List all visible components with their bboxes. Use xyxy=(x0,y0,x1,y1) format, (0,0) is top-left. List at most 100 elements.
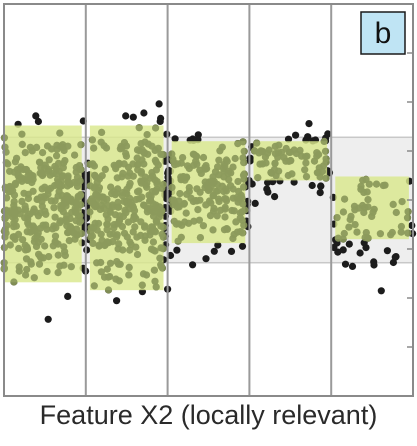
data-point-in-segment xyxy=(13,154,21,162)
data-point-in-segment xyxy=(49,242,57,250)
data-point xyxy=(339,246,347,254)
data-point xyxy=(44,315,52,323)
data-point-in-segment xyxy=(151,277,159,285)
data-point-in-segment xyxy=(287,157,295,165)
data-point-in-segment xyxy=(265,146,273,154)
data-point-in-segment xyxy=(96,205,104,213)
data-point-in-segment xyxy=(140,201,148,209)
data-point-in-segment xyxy=(139,270,148,278)
data-point-in-segment xyxy=(132,243,140,251)
data-point xyxy=(173,246,181,254)
data-point-in-segment xyxy=(101,165,109,173)
data-point xyxy=(341,260,350,268)
data-point-in-segment xyxy=(322,174,330,182)
data-point-in-segment xyxy=(148,223,156,231)
data-point-in-segment xyxy=(70,178,78,186)
data-point-in-segment xyxy=(107,183,115,191)
data-point-in-segment xyxy=(194,206,202,214)
data-point-in-segment xyxy=(253,139,261,147)
data-point-in-segment xyxy=(115,240,123,248)
data-point-in-segment xyxy=(351,221,359,229)
data-point-in-segment xyxy=(21,206,29,214)
data-point-in-segment xyxy=(21,149,29,157)
data-point-in-segment xyxy=(27,171,35,179)
data-point-in-segment xyxy=(206,212,215,220)
data-point-in-segment xyxy=(195,216,203,224)
data-point-in-segment xyxy=(210,204,218,212)
data-point xyxy=(391,253,399,261)
data-point-in-segment xyxy=(182,209,190,217)
data-point-in-segment xyxy=(106,207,114,215)
data-point-in-segment xyxy=(334,234,342,242)
data-point-in-segment xyxy=(10,191,19,199)
data-point-in-segment xyxy=(23,265,31,274)
data-point-in-segment xyxy=(173,203,181,211)
data-point-in-segment xyxy=(389,200,397,208)
data-point-in-segment xyxy=(12,222,20,230)
data-point-in-segment xyxy=(62,202,70,210)
data-point-in-segment xyxy=(351,206,359,214)
data-point-in-segment xyxy=(10,198,18,206)
data-point-in-segment xyxy=(271,150,279,158)
data-point-in-segment xyxy=(124,172,132,180)
data-point-in-segment xyxy=(225,176,233,184)
data-point-in-segment xyxy=(251,147,259,155)
data-point-in-segment xyxy=(159,223,167,231)
data-point-in-segment xyxy=(353,228,361,236)
data-point xyxy=(238,242,247,250)
data-point-in-segment xyxy=(39,149,47,157)
data-point-in-segment xyxy=(239,138,247,146)
data-point-in-segment xyxy=(126,179,134,187)
data-point-in-segment xyxy=(31,227,39,235)
data-point-in-segment xyxy=(67,224,76,232)
data-point-in-segment xyxy=(364,234,372,242)
data-point-in-segment xyxy=(10,278,18,286)
data-point-in-segment xyxy=(127,199,135,207)
data-point-in-segment xyxy=(303,152,311,160)
data-point xyxy=(316,189,324,197)
data-point-in-segment xyxy=(221,203,229,211)
data-point-in-segment xyxy=(21,241,29,249)
data-point xyxy=(345,240,353,248)
data-point-in-segment xyxy=(100,142,108,150)
data-point-in-segment xyxy=(15,267,23,275)
data-point-in-segment xyxy=(168,183,176,191)
data-point-in-segment xyxy=(95,242,103,250)
data-point-in-segment xyxy=(172,220,180,228)
data-point-in-segment xyxy=(15,244,23,253)
data-point-in-segment xyxy=(30,205,38,213)
data-point-in-segment xyxy=(185,219,193,227)
data-point-in-segment xyxy=(201,178,209,186)
data-point-in-segment xyxy=(77,166,85,174)
data-point-in-segment xyxy=(120,197,128,205)
data-point-in-segment xyxy=(129,160,137,168)
data-point-in-segment xyxy=(116,145,124,153)
data-point-in-segment xyxy=(114,203,122,211)
data-point-in-segment xyxy=(67,263,75,271)
data-point-in-segment xyxy=(154,161,162,169)
data-point-in-segment xyxy=(190,151,198,159)
data-point-in-segment xyxy=(318,167,326,176)
data-point-in-segment xyxy=(10,233,18,241)
data-point-in-segment xyxy=(36,252,44,260)
data-point-in-segment xyxy=(60,243,68,251)
data-point xyxy=(408,221,416,230)
data-point xyxy=(157,114,165,122)
data-point-in-segment xyxy=(158,184,166,192)
data-point-in-segment xyxy=(62,196,70,204)
data-point-in-segment xyxy=(39,170,47,178)
data-point-in-segment xyxy=(49,169,57,177)
data-point-in-segment xyxy=(97,258,105,267)
data-point-in-segment xyxy=(361,204,369,212)
data-point-in-segment xyxy=(240,147,248,155)
data-point-in-segment xyxy=(239,154,247,162)
data-point-in-segment xyxy=(231,154,239,163)
data-point-in-segment xyxy=(150,207,159,216)
data-point-in-segment xyxy=(177,173,185,181)
data-point-in-segment xyxy=(267,168,275,177)
data-point-in-segment xyxy=(31,234,39,242)
data-point-in-segment xyxy=(95,219,103,228)
data-point-in-segment xyxy=(21,214,29,222)
data-point-in-segment xyxy=(119,189,127,197)
data-point xyxy=(383,247,391,255)
